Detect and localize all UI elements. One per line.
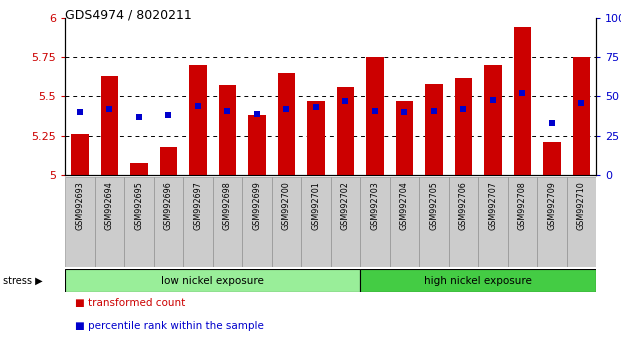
FancyBboxPatch shape [212,177,242,267]
Text: GSM992700: GSM992700 [282,182,291,230]
Bar [130,162,148,175]
FancyBboxPatch shape [301,177,330,267]
Text: GSM992709: GSM992709 [548,182,556,230]
Point [458,106,468,112]
Text: GDS4974 / 8020211: GDS4974 / 8020211 [65,9,192,22]
Text: GSM992703: GSM992703 [371,182,379,230]
Bar [71,134,89,175]
Point [163,113,173,118]
Point [104,106,114,112]
Point [281,106,291,112]
Point [370,108,380,114]
Point [252,111,262,116]
Text: GSM992701: GSM992701 [312,182,320,230]
FancyBboxPatch shape [478,177,507,267]
Point [193,103,203,109]
Text: low nickel exposure: low nickel exposure [161,275,264,286]
Point [547,120,557,126]
Text: GSM992710: GSM992710 [577,182,586,230]
FancyBboxPatch shape [330,177,360,267]
Point [340,98,350,104]
Point [517,91,527,96]
Text: GSM992693: GSM992693 [76,182,84,230]
FancyBboxPatch shape [360,269,596,292]
FancyBboxPatch shape [360,177,390,267]
FancyBboxPatch shape [566,177,596,267]
Bar [219,85,236,175]
Bar [514,27,531,175]
Bar [396,101,413,175]
Text: high nickel exposure: high nickel exposure [424,275,532,286]
Bar [425,84,443,175]
Bar [101,76,118,175]
FancyBboxPatch shape [271,177,301,267]
Bar [455,78,472,175]
Text: GSM992706: GSM992706 [459,182,468,230]
FancyBboxPatch shape [242,177,271,267]
Bar [189,65,207,175]
FancyBboxPatch shape [507,177,537,267]
Bar [160,147,177,175]
Text: ■ transformed count: ■ transformed count [75,298,185,308]
Text: GSM992699: GSM992699 [253,182,261,230]
Text: ■ percentile rank within the sample: ■ percentile rank within the sample [75,321,263,331]
FancyBboxPatch shape [94,177,124,267]
Bar [366,57,384,175]
Text: GSM992704: GSM992704 [400,182,409,230]
Bar [573,57,590,175]
FancyBboxPatch shape [419,177,448,267]
FancyBboxPatch shape [390,177,419,267]
Text: GSM992697: GSM992697 [194,182,202,230]
Bar [484,65,502,175]
Text: GSM992694: GSM992694 [105,182,114,230]
Bar [248,115,266,175]
Text: GSM992702: GSM992702 [341,182,350,230]
Point [576,100,586,105]
FancyBboxPatch shape [124,177,154,267]
Text: GSM992698: GSM992698 [223,182,232,230]
Point [429,108,439,114]
Point [399,109,409,115]
Text: GSM992695: GSM992695 [135,182,143,230]
FancyBboxPatch shape [154,177,183,267]
FancyBboxPatch shape [65,177,94,267]
Point [134,114,144,120]
FancyBboxPatch shape [537,177,566,267]
Text: GSM992708: GSM992708 [518,182,527,230]
Bar [278,73,295,175]
FancyBboxPatch shape [65,269,360,292]
Bar [307,101,325,175]
FancyBboxPatch shape [183,177,212,267]
Point [222,108,232,114]
Text: GSM992696: GSM992696 [164,182,173,230]
Point [75,109,85,115]
Text: GSM992705: GSM992705 [430,182,438,230]
Bar [337,87,354,175]
FancyBboxPatch shape [448,177,478,267]
Text: stress ▶: stress ▶ [3,275,43,286]
Text: GSM992707: GSM992707 [489,182,497,230]
Point [311,105,321,110]
Bar [543,142,561,175]
Point [488,97,498,102]
